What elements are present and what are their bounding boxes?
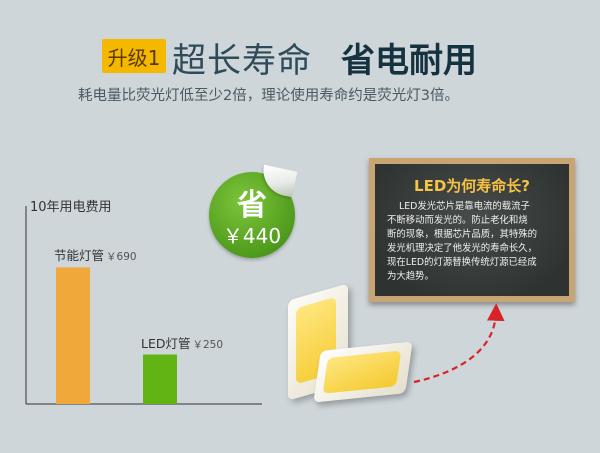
chalkboard-line: LED发光芯片是靠电流的载流子 xyxy=(399,201,530,212)
chalkboard: LED为何寿命长? LED发光芯片是靠电流的载流子 不断移动而发光的。防止老化和… xyxy=(369,158,575,302)
led-chip-face xyxy=(322,350,402,394)
headline-long-life: 超长寿命 xyxy=(172,41,312,81)
bar-price-led: ￥250 xyxy=(192,338,224,351)
chalkboard-text: LED发光芯片是靠电流的载流子 不断移动而发光的。防止老化和烧 断的现象，根据芯… xyxy=(387,200,561,284)
led-chip-icon xyxy=(313,341,413,403)
chalkboard-line: 不断移动而发光的。防止老化和烧 xyxy=(387,215,528,226)
chalkboard-line: 断的现象，根据芯片品质，其特殊的 xyxy=(387,229,538,240)
chalkboard-line: 为大趋势。 xyxy=(387,271,434,282)
chalkboard-line: 现在LED的灯源替换传统灯源已经成 xyxy=(387,257,537,268)
chart-title: 10年用电费用 xyxy=(30,200,112,215)
chalkboard-surface: LED为何寿命长? LED发光芯片是靠电流的载流子 不断移动而发光的。防止老化和… xyxy=(375,164,569,296)
bar-label-fluorescent: 节能灯管 ￥690 xyxy=(54,245,137,264)
bar-fluorescent xyxy=(56,267,90,404)
chalkboard-title: LED为何寿命长? xyxy=(414,177,530,195)
bar-led xyxy=(143,354,177,404)
bar-category-fluorescent: 节能灯管 xyxy=(54,248,105,264)
upgrade-badge: 升级1 xyxy=(102,39,166,73)
savings-sticker: 省 ￥440 xyxy=(209,164,298,258)
bar-price-fluorescent: ￥690 xyxy=(106,251,137,264)
savings-sticker-amount: ￥440 xyxy=(222,224,282,248)
headline-subtitle: 耗电量比荧光灯低至少2倍，理论使用寿命约是荧光灯3倍。 xyxy=(78,88,459,104)
headline-power-saving: 省电耐用 xyxy=(341,41,477,81)
savings-sticker-label: 省 xyxy=(237,188,267,223)
bar-label-led: LED灯管 ￥250 xyxy=(141,333,223,352)
chalkboard-line: 发光机理决定了他发光的寿命长久， xyxy=(387,243,538,254)
bar-category-led: LED灯管 xyxy=(141,335,191,351)
